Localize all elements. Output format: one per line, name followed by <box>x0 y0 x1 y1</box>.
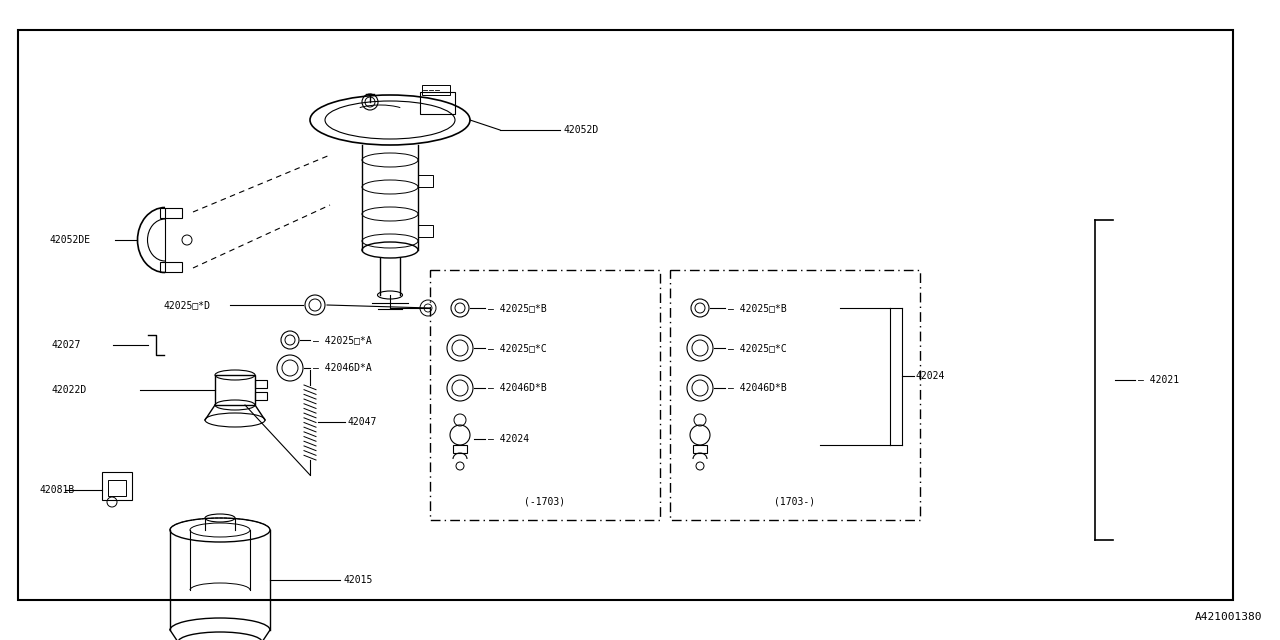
Bar <box>422 85 451 95</box>
Bar <box>255 392 268 400</box>
Bar <box>453 445 467 453</box>
Text: — 42025□*B: — 42025□*B <box>488 303 547 313</box>
Text: 42027: 42027 <box>52 340 82 350</box>
Text: 42081B: 42081B <box>40 485 76 495</box>
Bar <box>255 380 268 388</box>
Text: — 42025□*C: — 42025□*C <box>728 343 787 353</box>
Text: 42052D: 42052D <box>563 125 598 135</box>
Bar <box>669 270 920 520</box>
Text: 42052DE: 42052DE <box>50 235 91 245</box>
Bar <box>160 262 182 272</box>
Bar <box>430 270 660 520</box>
Text: — 42025□*B: — 42025□*B <box>728 303 787 313</box>
Text: — 42046D*A: — 42046D*A <box>314 363 371 373</box>
Text: 42047: 42047 <box>348 417 378 427</box>
Text: — 42046D*B: — 42046D*B <box>728 383 787 393</box>
Text: (-1703): (-1703) <box>525 497 566 507</box>
Text: — 42025□*C: — 42025□*C <box>488 343 547 353</box>
Text: 42022D: 42022D <box>52 385 87 395</box>
Bar <box>692 445 707 453</box>
Text: 42024: 42024 <box>916 371 946 381</box>
Text: 42025□*D: 42025□*D <box>163 300 210 310</box>
Bar <box>419 175 433 187</box>
Text: A421001380: A421001380 <box>1194 612 1262 622</box>
Text: (1703-): (1703-) <box>774 497 815 507</box>
Bar <box>160 208 182 218</box>
Text: — 42021: — 42021 <box>1138 375 1179 385</box>
Text: — 42025□*A: — 42025□*A <box>314 335 371 345</box>
Bar <box>18 30 1233 600</box>
Bar <box>102 472 132 500</box>
Bar <box>420 92 454 114</box>
Text: — 42024: — 42024 <box>488 434 529 444</box>
Bar <box>215 375 255 405</box>
Text: — 42046D*B: — 42046D*B <box>488 383 547 393</box>
Text: 42015: 42015 <box>343 575 372 585</box>
Bar <box>108 480 125 496</box>
Bar <box>419 225 433 237</box>
